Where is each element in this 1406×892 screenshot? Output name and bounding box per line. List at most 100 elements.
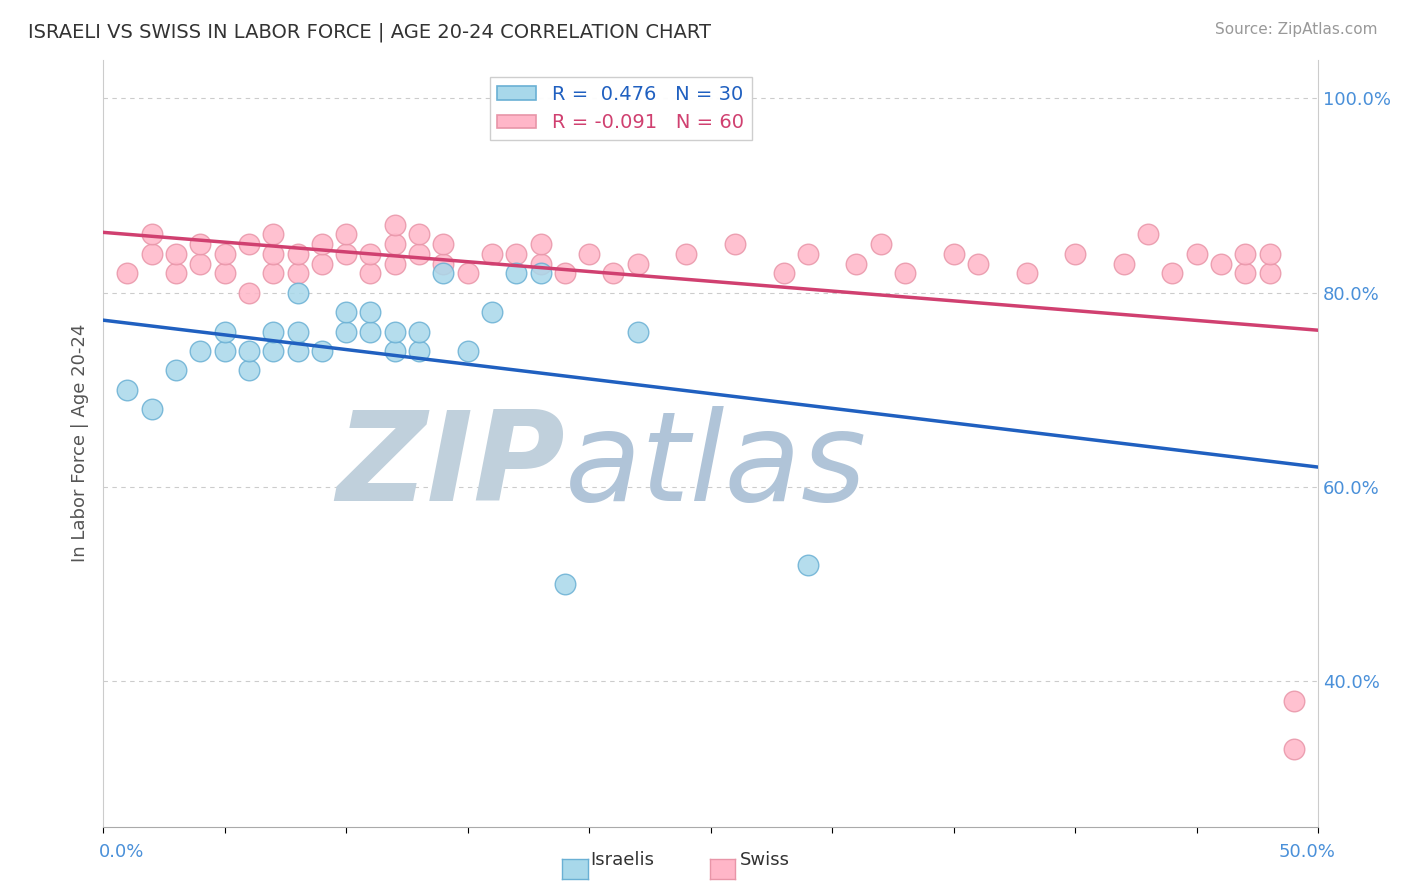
Point — [141, 402, 163, 417]
Point — [481, 305, 503, 319]
Point — [165, 266, 187, 280]
Point — [238, 285, 260, 300]
Point — [554, 577, 576, 591]
Point — [1185, 247, 1208, 261]
Point — [238, 363, 260, 377]
Point — [1161, 266, 1184, 280]
Point — [117, 383, 139, 397]
Point — [457, 343, 479, 358]
Point — [188, 237, 211, 252]
Point — [262, 227, 284, 242]
Text: ZIP: ZIP — [336, 406, 565, 527]
Point — [188, 256, 211, 270]
Point — [1258, 266, 1281, 280]
Point — [262, 247, 284, 261]
Point — [942, 247, 965, 261]
Point — [238, 343, 260, 358]
Point — [1282, 742, 1305, 756]
Text: 50.0%: 50.0% — [1279, 843, 1336, 861]
Point — [359, 325, 381, 339]
Point — [1282, 693, 1305, 707]
Point — [287, 343, 309, 358]
Point — [724, 237, 747, 252]
Point — [457, 266, 479, 280]
Point — [505, 247, 527, 261]
Point — [311, 237, 333, 252]
Point — [214, 325, 236, 339]
Y-axis label: In Labor Force | Age 20-24: In Labor Force | Age 20-24 — [72, 324, 89, 563]
Legend: R =  0.476   N = 30, R = -0.091   N = 60: R = 0.476 N = 30, R = -0.091 N = 60 — [489, 77, 751, 140]
Point — [408, 343, 430, 358]
Point — [797, 247, 820, 261]
Point — [772, 266, 794, 280]
Point — [1234, 247, 1257, 261]
Point — [845, 256, 868, 270]
Point — [214, 343, 236, 358]
Point — [408, 325, 430, 339]
Point — [141, 247, 163, 261]
Point — [529, 266, 551, 280]
Point — [262, 266, 284, 280]
Point — [627, 256, 650, 270]
Point — [1234, 266, 1257, 280]
Point — [602, 266, 624, 280]
Point — [165, 363, 187, 377]
Point — [384, 218, 406, 232]
Point — [214, 266, 236, 280]
Point — [335, 247, 357, 261]
Point — [675, 247, 697, 261]
Text: Israelis: Israelis — [591, 851, 655, 869]
Point — [797, 558, 820, 572]
Point — [384, 237, 406, 252]
Point — [432, 256, 454, 270]
Point — [869, 237, 891, 252]
Point — [238, 237, 260, 252]
Point — [311, 343, 333, 358]
Point — [287, 325, 309, 339]
Point — [262, 325, 284, 339]
Point — [1258, 247, 1281, 261]
Point — [1064, 247, 1087, 261]
Point — [335, 305, 357, 319]
Point — [384, 343, 406, 358]
Point — [359, 266, 381, 280]
Text: Swiss: Swiss — [740, 851, 790, 869]
Point — [117, 266, 139, 280]
Point — [359, 247, 381, 261]
Text: 0.0%: 0.0% — [98, 843, 143, 861]
Point — [481, 247, 503, 261]
Point — [188, 343, 211, 358]
Point — [287, 266, 309, 280]
Point — [141, 227, 163, 242]
Point — [335, 325, 357, 339]
Point — [894, 266, 917, 280]
Point — [967, 256, 990, 270]
Point — [335, 227, 357, 242]
Point — [384, 256, 406, 270]
Point — [432, 266, 454, 280]
Point — [359, 305, 381, 319]
Point — [262, 343, 284, 358]
Point — [1209, 256, 1232, 270]
Text: atlas: atlas — [565, 406, 868, 527]
Point — [311, 256, 333, 270]
Point — [384, 325, 406, 339]
Point — [214, 247, 236, 261]
Point — [408, 227, 430, 242]
Point — [529, 237, 551, 252]
Point — [529, 256, 551, 270]
Text: Source: ZipAtlas.com: Source: ZipAtlas.com — [1215, 22, 1378, 37]
Point — [287, 247, 309, 261]
Point — [432, 237, 454, 252]
Point — [627, 325, 650, 339]
Point — [1137, 227, 1160, 242]
Point — [1015, 266, 1038, 280]
Text: ISRAELI VS SWISS IN LABOR FORCE | AGE 20-24 CORRELATION CHART: ISRAELI VS SWISS IN LABOR FORCE | AGE 20… — [28, 22, 711, 42]
Point — [1112, 256, 1135, 270]
Point — [554, 266, 576, 280]
Point — [408, 247, 430, 261]
Point — [165, 247, 187, 261]
Point — [287, 285, 309, 300]
Point — [578, 247, 600, 261]
Point — [505, 266, 527, 280]
